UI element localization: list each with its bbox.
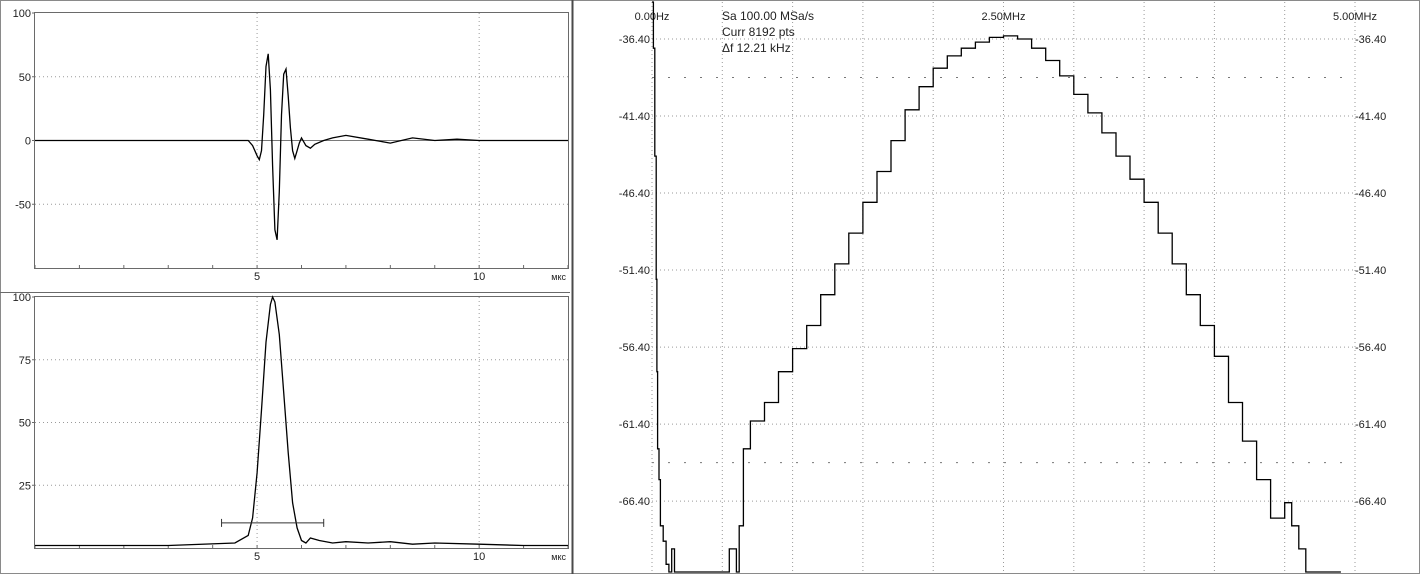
- x-tick-label: 10: [473, 271, 485, 283]
- x-tick-label: 5: [254, 551, 260, 563]
- y-tick-label-right: -61.40: [1355, 419, 1386, 431]
- spectrum-chart: 0.00Hz 2.50MHz 5.00MHz -36.40 -36.40 -41.40 -4…: [619, 1, 1386, 573]
- sample-rate-label: Sa 100.00 MSa/s: [722, 9, 814, 23]
- y-tick-label: 50: [19, 72, 31, 84]
- y-tick-label: 0: [25, 136, 31, 148]
- y-tick-label-right: -51.40: [1355, 265, 1386, 277]
- x-tick-label: 5: [254, 271, 260, 283]
- y-tick-label: 100: [13, 292, 31, 304]
- y-tick-label-left: -56.40: [619, 342, 650, 354]
- y-tick-label-left: -61.40: [619, 419, 650, 431]
- signal-trace: [35, 295, 568, 547]
- y-tick-label-right: -66.40: [1355, 496, 1386, 508]
- bottom-left-chart: 100 75 50 25 5 10 мкс: [13, 292, 569, 563]
- x-tick-label: 5.00MHz: [1333, 11, 1377, 23]
- signal-trace: [35, 53, 568, 241]
- x-tick-label: 10: [473, 551, 485, 563]
- y-tick-label-left: -36.40: [619, 34, 650, 46]
- y-tick-label: 25: [19, 480, 31, 492]
- y-tick-label: 100: [13, 8, 31, 20]
- x-unit-label: мкс: [551, 552, 566, 562]
- x-tick-label: 0.00Hz: [635, 11, 670, 23]
- y-tick-label: 50: [19, 418, 31, 430]
- top-left-chart: 100 50 0 -50 5 10 мкс: [13, 8, 569, 283]
- y-tick-label-right: -46.40: [1355, 188, 1386, 200]
- y-tick-label-right: -56.40: [1355, 342, 1386, 354]
- y-tick-label-left: -66.40: [619, 496, 650, 508]
- y-tick-label: -50: [15, 199, 31, 211]
- y-tick-label: 75: [19, 355, 31, 367]
- y-tick-label-right: -41.40: [1355, 111, 1386, 123]
- delta-f-label: Δf 12.21 kHz: [722, 41, 791, 55]
- y-tick-label-left: -46.40: [619, 188, 650, 200]
- points-label: Curr 8192 pts: [722, 25, 795, 39]
- y-tick-label-left: -41.40: [619, 111, 650, 123]
- x-tick-label: 2.50MHz: [981, 11, 1025, 23]
- y-tick-label-left: -51.40: [619, 265, 650, 277]
- spectrum-trace: [652, 1, 1341, 573]
- y-tick-label-right: -36.40: [1355, 34, 1386, 46]
- x-unit-label: мкс: [551, 272, 566, 282]
